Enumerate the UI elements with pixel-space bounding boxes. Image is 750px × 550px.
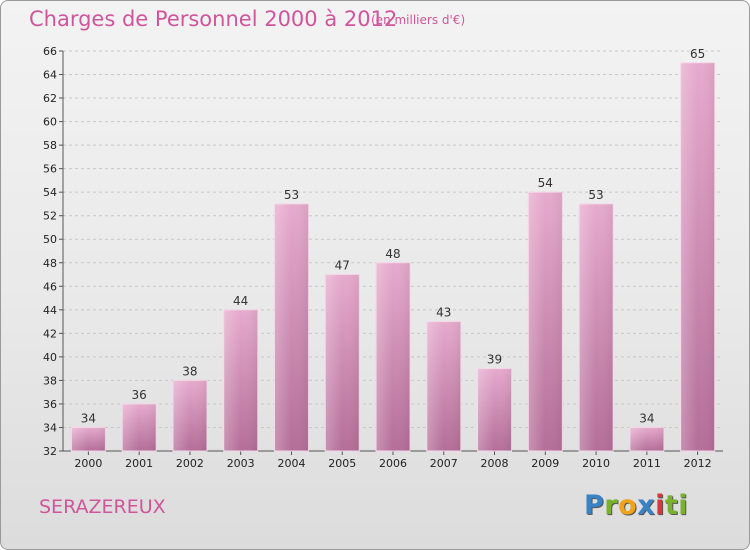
data-label: 47 xyxy=(335,259,350,273)
bar-shine xyxy=(172,380,207,451)
data-label: 34 xyxy=(81,411,96,425)
data-label: 44 xyxy=(233,294,248,308)
x-tick-label: 2010 xyxy=(582,457,610,470)
chart-subtitle: (en milliers d'€) xyxy=(371,13,466,27)
x-tick-label: 2006 xyxy=(379,457,407,470)
y-tick-label: 58 xyxy=(43,139,57,152)
x-tick-label: 2001 xyxy=(125,457,153,470)
data-label: 39 xyxy=(487,353,502,367)
x-tick-label: 2004 xyxy=(277,457,305,470)
bar-shine xyxy=(528,192,563,452)
y-tick-label: 40 xyxy=(43,351,57,364)
x-tick-label: 2003 xyxy=(227,457,255,470)
data-label: 43 xyxy=(436,306,451,320)
x-tick-label: 2005 xyxy=(328,457,356,470)
bar-shine xyxy=(579,203,614,451)
x-tick-label: 2000 xyxy=(74,457,102,470)
data-label: 48 xyxy=(385,247,400,261)
bar-shine xyxy=(71,427,106,451)
data-label: 54 xyxy=(538,176,553,190)
chart-title: Charges de Personnel 2000 à 2012 xyxy=(29,7,398,31)
y-tick-label: 32 xyxy=(43,445,57,458)
y-tick-label: 36 xyxy=(43,398,57,411)
y-tick-label: 52 xyxy=(43,210,57,223)
bar-shine xyxy=(325,274,360,451)
bar-shine xyxy=(477,368,512,451)
y-tick-label: 60 xyxy=(43,116,57,129)
x-tick-label: 2011 xyxy=(633,457,661,470)
y-tick-label: 34 xyxy=(43,421,57,434)
y-tick-label: 62 xyxy=(43,92,57,105)
city-name: SERAZEREUX xyxy=(39,496,166,518)
data-label: 36 xyxy=(132,388,147,402)
bar-shine xyxy=(629,427,664,451)
bar-shine xyxy=(122,403,157,451)
y-tick-label: 54 xyxy=(43,186,57,199)
data-label: 34 xyxy=(639,411,654,425)
bars xyxy=(70,62,716,452)
y-tick-label: 64 xyxy=(43,69,57,82)
bar-shine xyxy=(680,62,715,451)
data-label: 38 xyxy=(182,364,197,378)
y-tick-label: 66 xyxy=(43,45,57,58)
y-tick-label: 42 xyxy=(43,327,57,340)
bar-shine xyxy=(223,309,258,451)
bar-shine xyxy=(426,321,461,451)
x-tick-label: 2002 xyxy=(176,457,204,470)
bar-shine xyxy=(274,203,309,451)
x-tick-label: 2009 xyxy=(531,457,559,470)
bar-shine xyxy=(376,262,410,451)
y-tick-label: 46 xyxy=(43,280,57,293)
data-label: 53 xyxy=(588,188,603,202)
y-tick-label: 50 xyxy=(43,233,57,246)
x-tick-label: 2012 xyxy=(684,457,712,470)
x-tick-label: 2008 xyxy=(481,457,509,470)
data-label: 65 xyxy=(690,47,705,61)
y-tick-label: 48 xyxy=(43,257,57,270)
proxiti-logo[interactable]: Proxiti xyxy=(584,490,689,521)
data-label: 53 xyxy=(284,188,299,202)
y-tick-label: 44 xyxy=(43,304,57,317)
data-labels: 34 36 38 44 53 47 48 43 39 54 53 34 65 xyxy=(81,47,706,426)
y-tick-label: 38 xyxy=(43,374,57,387)
y-tick-label: 56 xyxy=(43,163,57,176)
axes: 32 34 36 38 40 42 44 46 48 50 52 54 56 58 60 62 64 66 2000… xyxy=(43,45,723,470)
x-tick-label: 2007 xyxy=(430,457,458,470)
